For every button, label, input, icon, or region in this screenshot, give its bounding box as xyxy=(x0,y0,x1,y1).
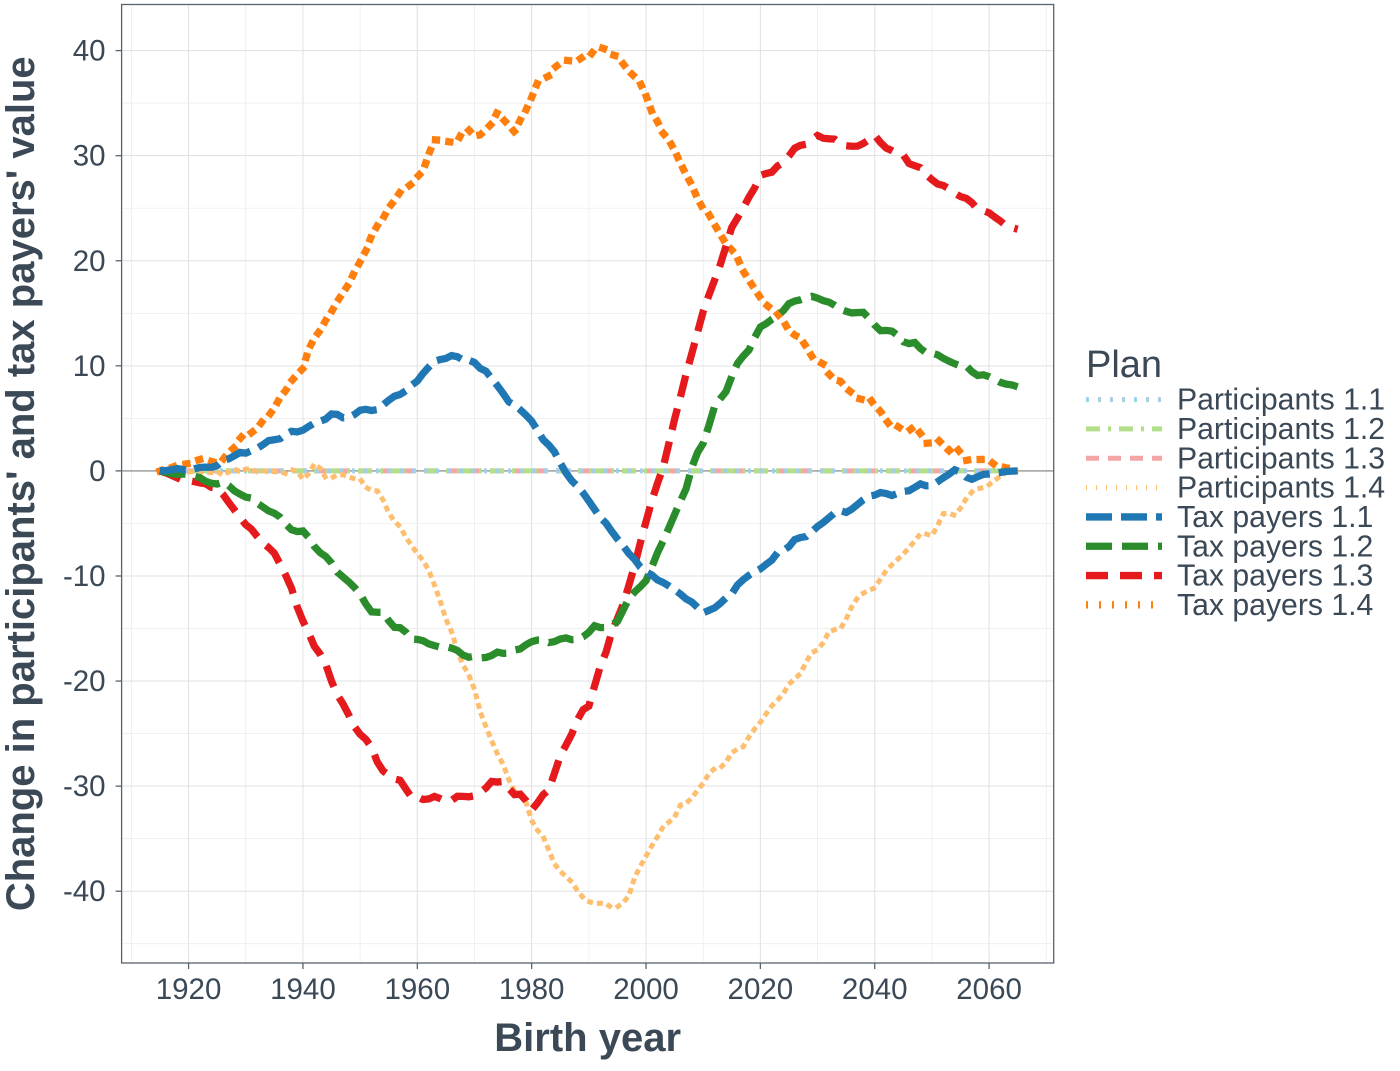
svg-text:Participants 1.1: Participants 1.1 xyxy=(1177,384,1385,417)
svg-text:Participants 1.2: Participants 1.2 xyxy=(1177,413,1385,446)
svg-text:Participants 1.4: Participants 1.4 xyxy=(1177,472,1385,505)
svg-text:Plan: Plan xyxy=(1086,344,1162,386)
svg-text:-30: -30 xyxy=(63,770,106,803)
svg-text:2060: 2060 xyxy=(956,973,1022,1006)
svg-text:Tax payers 1.1: Tax payers 1.1 xyxy=(1177,501,1373,534)
svg-text:10: 10 xyxy=(73,350,106,383)
svg-text:30: 30 xyxy=(73,140,106,173)
svg-text:Participants 1.3: Participants 1.3 xyxy=(1177,442,1385,475)
svg-text:-20: -20 xyxy=(63,665,106,698)
svg-text:2040: 2040 xyxy=(842,973,908,1006)
svg-text:20: 20 xyxy=(73,245,106,278)
svg-text:1940: 1940 xyxy=(270,973,336,1006)
svg-text:2000: 2000 xyxy=(613,973,679,1006)
svg-text:Tax payers 1.2: Tax payers 1.2 xyxy=(1177,530,1373,563)
svg-text:1920: 1920 xyxy=(156,973,222,1006)
svg-text:1960: 1960 xyxy=(384,973,450,1006)
svg-text:Change in participants' and ta: Change in participants' and tax payers' … xyxy=(0,56,43,911)
svg-text:0: 0 xyxy=(89,455,105,488)
svg-text:Tax payers 1.4: Tax payers 1.4 xyxy=(1177,589,1373,622)
svg-text:Birth year: Birth year xyxy=(494,1016,681,1060)
svg-text:-10: -10 xyxy=(63,560,106,593)
svg-text:2020: 2020 xyxy=(728,973,794,1006)
svg-text:-40: -40 xyxy=(63,875,106,908)
svg-text:1980: 1980 xyxy=(499,973,565,1006)
svg-text:40: 40 xyxy=(73,35,106,68)
svg-text:Tax payers 1.3: Tax payers 1.3 xyxy=(1177,560,1373,593)
